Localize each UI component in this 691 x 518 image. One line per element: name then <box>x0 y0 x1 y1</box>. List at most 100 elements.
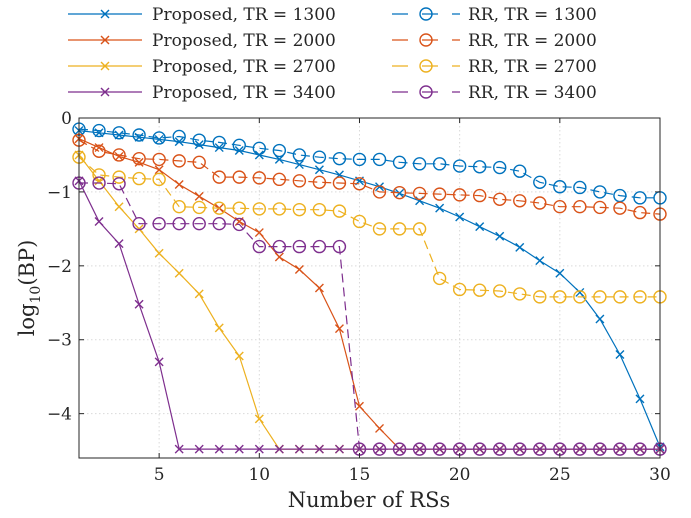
data-point <box>372 185 387 199</box>
data-point <box>633 191 647 205</box>
y-axis-label-base: log <box>15 303 39 336</box>
data-point <box>272 202 287 216</box>
data-point <box>112 148 126 162</box>
data-point <box>154 357 164 367</box>
data-point <box>593 442 607 456</box>
data-point <box>314 283 324 293</box>
plot-background <box>79 118 660 458</box>
data-point <box>312 202 327 217</box>
data-point <box>112 126 126 140</box>
data-point <box>154 134 164 144</box>
x-tick-label: 15 <box>349 465 371 485</box>
data-point <box>294 265 304 275</box>
data-point <box>392 222 407 236</box>
legend-marker <box>100 9 110 19</box>
data-point <box>452 188 467 202</box>
data-point <box>152 216 166 231</box>
data-point <box>573 180 587 195</box>
data-point <box>292 174 307 188</box>
data-point <box>132 128 146 142</box>
data-point <box>232 201 246 215</box>
data-point <box>633 442 647 456</box>
data-point <box>573 442 587 456</box>
data-point <box>395 188 405 198</box>
data-point <box>635 394 645 404</box>
series-7 <box>72 150 667 304</box>
data-point <box>94 216 104 226</box>
series-layer <box>72 122 667 456</box>
series-line <box>78 139 661 215</box>
data-point <box>595 314 605 324</box>
data-point <box>593 185 607 199</box>
data-point <box>354 401 364 411</box>
series-line <box>79 182 660 450</box>
legend-entry: RR, TR = 1300 <box>392 5 597 25</box>
legend-marker <box>419 33 433 47</box>
data-point <box>334 444 344 454</box>
data-point <box>114 239 124 249</box>
data-point <box>332 239 347 254</box>
data-point <box>472 442 487 456</box>
data-point <box>533 290 547 304</box>
data-point <box>292 148 307 162</box>
x-tick-label: 5 <box>154 465 165 485</box>
data-point <box>535 256 545 266</box>
data-point <box>92 168 106 182</box>
data-point <box>573 290 587 304</box>
data-point <box>513 287 527 301</box>
data-point <box>452 159 467 173</box>
data-point <box>172 154 186 168</box>
data-point <box>435 203 445 213</box>
x-tick-label: 30 <box>649 465 671 485</box>
data-point <box>174 180 184 190</box>
series-line <box>78 128 660 199</box>
legend-entry: RR, TR = 2700 <box>392 57 597 77</box>
data-point <box>412 222 427 236</box>
data-point <box>254 444 264 454</box>
data-point <box>633 290 647 304</box>
y-axis-label-argument: (BP) <box>15 240 39 286</box>
data-point <box>272 172 287 187</box>
data-point <box>493 442 507 456</box>
data-point <box>92 176 106 190</box>
data-point <box>234 146 244 156</box>
data-point <box>134 157 144 167</box>
data-point <box>472 160 487 174</box>
data-point <box>513 164 527 178</box>
legend-entry: RR, TR = 3400 <box>392 83 597 103</box>
data-point <box>332 204 347 218</box>
data-point <box>372 152 387 167</box>
data-point <box>432 157 447 171</box>
x-tick-label: 20 <box>449 465 471 485</box>
legend-label: Proposed, TR = 2700 <box>152 57 336 77</box>
data-point <box>272 239 287 254</box>
data-point <box>154 248 164 258</box>
data-point <box>194 140 204 150</box>
legend-entry: Proposed, TR = 1300 <box>68 5 336 25</box>
data-point <box>92 144 106 158</box>
legend-label: Proposed, TR = 2000 <box>152 31 336 51</box>
data-point <box>174 268 184 278</box>
series-5 <box>72 122 667 205</box>
data-point <box>292 239 307 254</box>
y-axis-label-subscript: 10 <box>28 286 44 304</box>
data-point <box>274 252 284 262</box>
legend-label: RR, TR = 2000 <box>468 31 597 51</box>
data-point <box>493 192 507 207</box>
data-point <box>513 442 527 456</box>
data-point <box>194 444 204 454</box>
data-point <box>432 271 447 286</box>
data-point <box>595 444 605 454</box>
y-tick-label: −1 <box>47 183 72 203</box>
data-point <box>254 228 264 238</box>
data-point <box>252 202 267 216</box>
data-point <box>232 170 246 184</box>
data-point <box>152 131 166 145</box>
data-point <box>192 200 206 215</box>
data-point <box>172 199 186 214</box>
data-point <box>174 444 184 454</box>
data-point <box>533 442 547 456</box>
data-point <box>412 157 427 171</box>
data-point <box>134 299 144 309</box>
data-point <box>134 224 144 234</box>
